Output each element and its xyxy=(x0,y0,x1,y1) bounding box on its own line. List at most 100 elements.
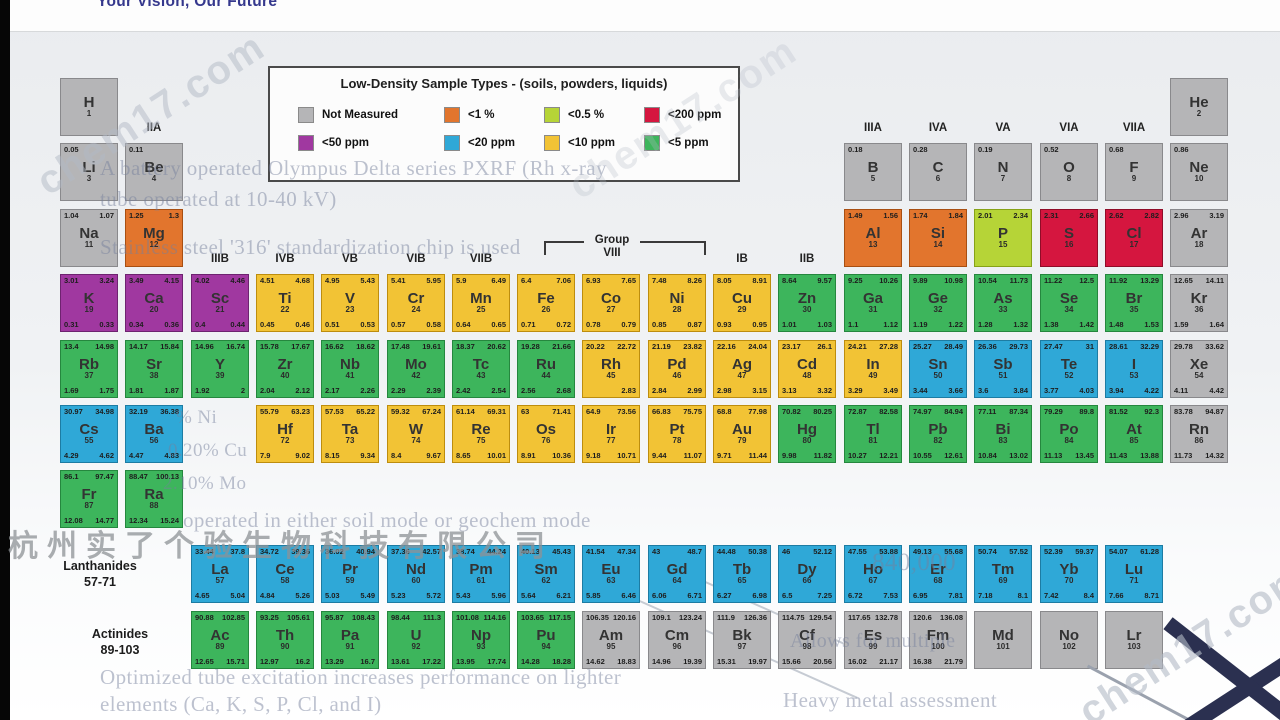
lod-bottom-values: 0.34 0.36 xyxy=(129,320,179,329)
element-cell-Ga: 9.25 10.26 Ga 31 1.1 1.12 xyxy=(844,274,902,332)
lod-bottom-values: 14.28 18.28 xyxy=(521,657,571,666)
atomic-number: 95 xyxy=(606,641,616,651)
element-cell-Ir: 64.9 73.56 Ir 77 9.18 10.71 xyxy=(582,405,640,463)
lod-bottom-values xyxy=(978,256,1028,264)
atomic-number: 103 xyxy=(1127,641,1141,651)
element-cell-Po: 79.29 89.8 Po 84 11.13 13.45 xyxy=(1040,405,1098,463)
lod-bottom-values: 6.27 6.98 xyxy=(717,591,767,600)
atomic-number: 37 xyxy=(84,370,94,380)
element-cell-Te: 27.47 31 Te 52 3.77 4.03 xyxy=(1040,340,1098,398)
element-cell-Np: 101.08 114.16 Np 93 13.95 17.74 xyxy=(452,611,510,669)
lod-top-values: 90.88 102.85 xyxy=(195,613,245,622)
element-symbol: Y xyxy=(214,355,225,373)
element-symbol: Eu xyxy=(601,560,621,578)
lod-top-values: 109.1 123.24 xyxy=(652,613,702,622)
atomic-number: 51 xyxy=(998,370,1008,380)
lod-top-values: 1.04 1.07 xyxy=(64,211,114,220)
left-black-bar xyxy=(0,0,10,720)
lod-top-values: 6.4 7.06 xyxy=(521,276,571,285)
element-symbol: F xyxy=(1129,158,1139,176)
element-symbol: Tc xyxy=(472,355,490,373)
element-cell-Na: 1.04 1.07 Na 11 xyxy=(60,209,118,267)
atomic-number: 38 xyxy=(149,370,159,380)
atomic-number: 87 xyxy=(84,500,94,510)
legend-swatch-gold xyxy=(544,135,560,151)
element-cell-Ru: 19.28 21.66 Ru 44 2.56 2.68 xyxy=(517,340,575,398)
lod-bottom-values xyxy=(978,658,1028,666)
lod-bottom-values: 3.44 3.66 xyxy=(913,386,963,395)
element-cell-La: 33.44 37.8 La 57 4.65 5.04 xyxy=(191,545,249,603)
brand-tagline: Your Vision, Our Future xyxy=(97,0,278,10)
element-cell-At: 81.52 92.3 At 85 11.43 13.88 xyxy=(1105,405,1163,463)
element-symbol: Cr xyxy=(407,289,425,307)
lod-top-values: 34.72 39.36 xyxy=(260,547,310,556)
atomic-number: 50 xyxy=(933,370,943,380)
lod-top-values: 81.52 92.3 xyxy=(1109,407,1159,416)
group-label-IVB: IVB xyxy=(275,253,295,265)
lod-bottom-values xyxy=(913,190,963,198)
lod-bottom-values: 15.31 19.97 xyxy=(717,657,767,666)
element-cell-Md: Md 101 xyxy=(974,611,1032,669)
lod-top-values: 0.18 xyxy=(848,145,863,154)
element-symbol: Ga xyxy=(862,289,883,307)
lod-top-values: 11.22 12.5 xyxy=(1044,276,1094,285)
lod-bottom-values: 15.66 20.56 xyxy=(782,657,832,666)
atomic-number: 89 xyxy=(215,641,225,651)
ghost-text-line: 0.20% Cu xyxy=(168,440,248,461)
atomic-number: 81 xyxy=(868,435,878,445)
element-symbol: Lr xyxy=(1126,626,1142,644)
element-cell-Th: 93.25 105.61 Th 90 12.97 16.2 xyxy=(256,611,314,669)
legend-label: <50 ppm xyxy=(322,137,369,149)
element-symbol: Lu xyxy=(1124,560,1144,578)
lod-bottom-values: 8.65 10.01 xyxy=(456,451,506,460)
atomic-number: 94 xyxy=(541,641,551,651)
lod-bottom-values: 1.1 1.12 xyxy=(848,320,898,329)
element-cell-Au: 68.8 77.98 Au 79 9.71 11.44 xyxy=(713,405,771,463)
lod-bottom-values: 1.48 1.53 xyxy=(1109,320,1159,329)
lod-bottom-values: 0.57 0.58 xyxy=(391,320,441,329)
element-cell-Cf: 114.75 129.54 Cf 98 15.66 20.56 xyxy=(778,611,836,669)
element-symbol: Ne xyxy=(1189,158,1209,176)
element-symbol: Np xyxy=(471,626,491,644)
atomic-number: 78 xyxy=(672,435,682,445)
lod-bottom-values: 2.98 3.15 xyxy=(717,386,767,395)
lod-bottom-values: 4.11 4.42 xyxy=(1174,386,1224,395)
atomic-number: 100 xyxy=(931,641,945,651)
legend-swatch-blue xyxy=(444,135,460,151)
element-symbol: Cf xyxy=(799,626,815,644)
element-symbol: He xyxy=(1189,93,1209,111)
atomic-number: 41 xyxy=(345,370,355,380)
element-symbol: Co xyxy=(601,289,621,307)
element-cell-Rh: 20.22 22.72 Rh 45 2.83 xyxy=(582,340,640,398)
atomic-number: 90 xyxy=(280,641,290,651)
lod-top-values: 44.48 50.38 xyxy=(717,547,767,556)
element-symbol: Nd xyxy=(406,560,426,578)
element-symbol: Ag xyxy=(732,355,752,373)
element-symbol: Sb xyxy=(993,355,1013,373)
lod-top-values: 68.8 77.98 xyxy=(717,407,767,416)
element-symbol: Br xyxy=(1125,289,1143,307)
lod-top-values: 29.78 33.62 xyxy=(1174,342,1224,351)
element-cell-Os: 63 71.41 Os 76 8.91 10.36 xyxy=(517,405,575,463)
lod-bottom-values: 12.34 15.24 xyxy=(129,516,179,525)
lod-top-values: 72.87 82.58 xyxy=(848,407,898,416)
group-label-VIIB: VIIB xyxy=(469,253,493,265)
lod-bottom-values: 7.42 8.4 xyxy=(1044,591,1094,600)
atomic-number: 42 xyxy=(411,370,421,380)
lod-top-values: 1.49 1.56 xyxy=(848,211,898,220)
atomic-number: 62 xyxy=(541,575,551,585)
lod-top-values: 23.17 26.1 xyxy=(782,342,832,351)
element-symbol: V xyxy=(344,289,355,307)
lod-top-values: 49.13 55.68 xyxy=(913,547,963,556)
atomic-number: 93 xyxy=(476,641,486,651)
lod-top-values: 0.28 xyxy=(913,145,928,154)
atomic-number: 32 xyxy=(933,304,943,314)
lod-bottom-values xyxy=(1109,256,1159,264)
atomic-number: 11 xyxy=(84,239,94,249)
lod-bottom-values xyxy=(913,256,963,264)
legend-title: Low-Density Sample Types - (soils, powde… xyxy=(340,76,668,91)
element-cell-B: 0.18 B 5 xyxy=(844,143,902,201)
atomic-number: 63 xyxy=(606,575,616,585)
lod-bottom-values: 11.43 13.88 xyxy=(1109,451,1159,460)
